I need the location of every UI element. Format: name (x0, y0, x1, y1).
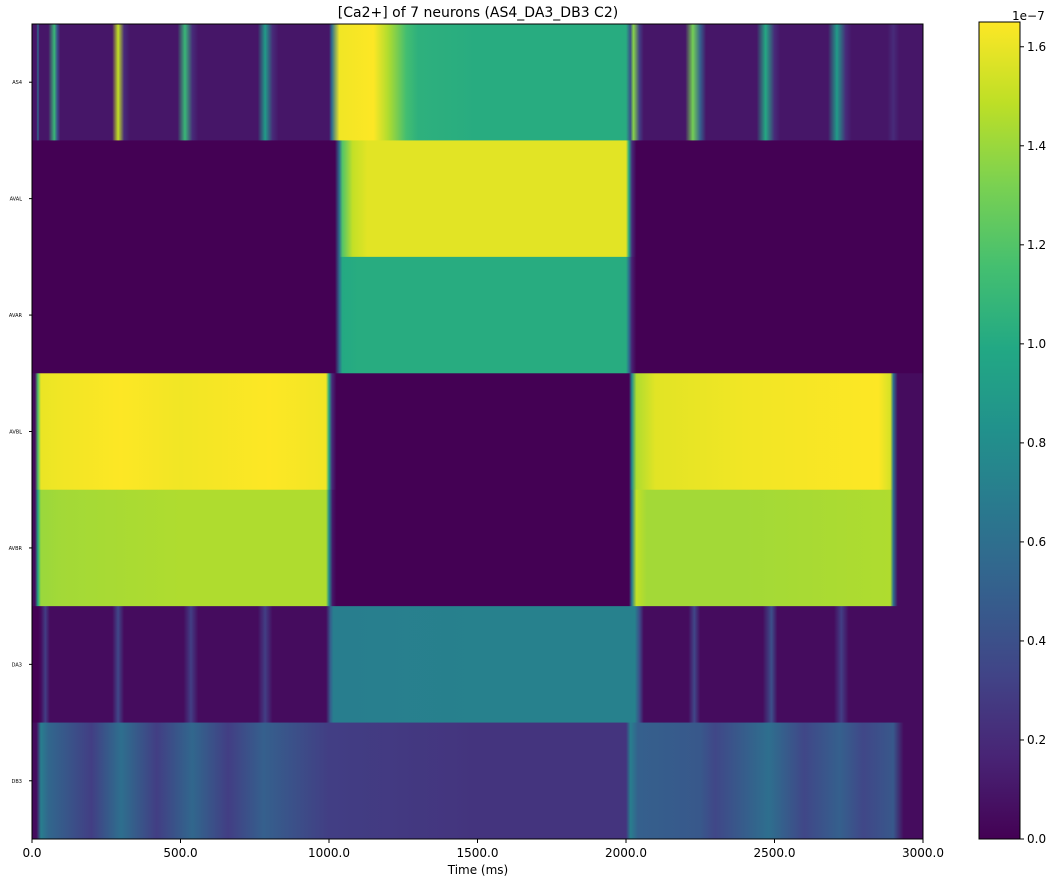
colorbar-tick-label: 0.4 (1027, 634, 1046, 648)
x-axis: 0.0 500.0 1000.0 1500.0 2000.0 2500.0 3000.0 (22, 839, 944, 860)
x-tick-label: 2000.0 (605, 846, 647, 860)
heatmap-row-avbr (32, 489, 923, 607)
heatmap-row-db3 (32, 722, 923, 840)
x-axis-label: Time (ms) (447, 863, 509, 877)
heatmap-row-da3 (32, 606, 923, 724)
plot-area (32, 24, 923, 840)
row-label-aval: AVAL (10, 197, 23, 203)
colorbar-tick-label: 1.2 (1027, 238, 1046, 252)
heatmap-row-aval (32, 140, 923, 258)
row-label-avbr: AVBR (9, 546, 23, 552)
colorbar-tick-label: 0.6 (1027, 535, 1046, 549)
row-labels: AS4 AVAL AVAR AVBL AVBR DA3 DB3 (9, 80, 32, 785)
x-tick-label: 0.0 (22, 846, 41, 860)
colorbar-tick-label: 1.4 (1027, 139, 1046, 153)
heatmap-row-avar (32, 256, 923, 374)
colorbar-tick-label: 0.0 (1027, 832, 1046, 846)
colorbar-axis: 0.0 0.2 0.4 0.6 0.8 1.0 1.2 1.4 1.6 (1020, 40, 1046, 846)
x-tick-label: 2500.0 (754, 846, 796, 860)
row-label-avbl: AVBL (9, 430, 22, 436)
row-label-avar: AVAR (9, 313, 23, 319)
colorbar (978, 21, 1021, 840)
x-tick-label: 3000.0 (902, 846, 944, 860)
heatmap-row-as4 (32, 24, 923, 141)
colorbar-tick-label: 0.2 (1027, 733, 1046, 747)
colorbar-tick-label: 1.6 (1027, 40, 1046, 54)
heatmap-row-avbl (32, 373, 923, 491)
row-label-as4: AS4 (12, 80, 22, 86)
colorbar-tick-label: 1.0 (1027, 337, 1046, 351)
row-label-db3: DB3 (12, 779, 22, 785)
x-tick-label: 1000.0 (308, 846, 350, 860)
row-label-da3: DA3 (12, 662, 22, 668)
x-tick-label: 1500.0 (457, 846, 499, 860)
colorbar-tick-label: 0.8 (1027, 436, 1046, 450)
colorbar-exponent: 1e−7 (1012, 9, 1045, 23)
x-tick-label: 500.0 (163, 846, 197, 860)
chart-title: [Ca2+] of 7 neurons (AS4_DA3_DB3 C2) (338, 5, 618, 21)
